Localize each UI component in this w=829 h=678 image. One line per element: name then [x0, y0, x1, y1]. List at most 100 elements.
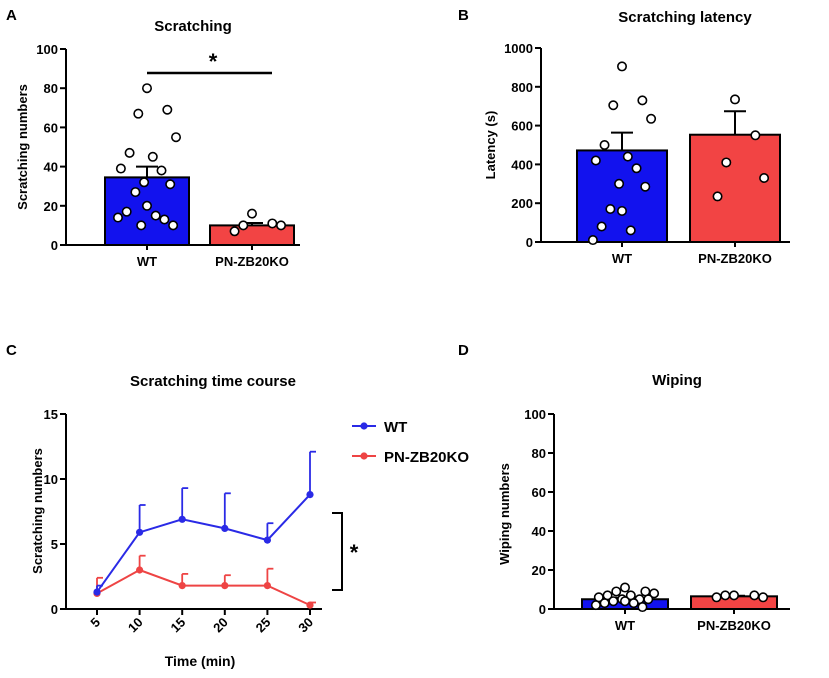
data-point [124, 147, 135, 158]
y-tick-label: 800 [511, 80, 533, 95]
data-point [221, 582, 229, 590]
legend-label: PN-ZB20KO [384, 449, 469, 466]
series-line [96, 568, 311, 607]
data-point [162, 104, 173, 115]
data-point [171, 132, 182, 143]
data-point [614, 178, 625, 189]
data-point [611, 586, 622, 597]
data-point [616, 205, 627, 216]
x-tick-label: 5 [87, 615, 103, 631]
data-point [112, 212, 123, 223]
data-point [165, 179, 176, 190]
y-tick-label: 1000 [504, 41, 533, 56]
data-point [276, 220, 287, 231]
data-point [605, 204, 616, 215]
data-point [631, 163, 642, 174]
significance-marker: * [209, 49, 218, 74]
data-point [306, 601, 314, 609]
data-point [221, 524, 229, 533]
data-point [139, 177, 150, 188]
data-point [599, 140, 610, 151]
significance-bracket [332, 512, 343, 591]
x-tick-label: 20 [210, 615, 231, 636]
y-tick-label: 0 [526, 235, 533, 250]
data-point [720, 590, 731, 601]
y-tick-label: 20 [44, 199, 58, 214]
data-point [749, 590, 760, 601]
data-point [263, 582, 271, 590]
y-tick-label: 5 [51, 537, 58, 552]
y-axis-label: Latency (s) [483, 111, 498, 180]
y-tick-label: 40 [532, 524, 546, 539]
category-label: WT [612, 251, 632, 266]
bar [576, 149, 668, 244]
data-point [596, 221, 607, 232]
data-point [637, 95, 648, 106]
y-tick-label: 200 [511, 196, 533, 211]
data-point [729, 94, 740, 105]
data-point [616, 61, 627, 72]
data-point [168, 220, 179, 231]
data-point [608, 100, 619, 111]
y-tick-label: 100 [36, 42, 58, 57]
data-point [619, 596, 630, 607]
x-axis-label: Time (min) [165, 653, 236, 669]
data-point [121, 206, 132, 217]
y-tick-label: 100 [524, 407, 546, 422]
panel-label: C [6, 342, 17, 359]
data-point [142, 200, 153, 211]
bar [689, 133, 781, 243]
data-point [637, 602, 648, 613]
data-point [93, 588, 101, 596]
data-point [721, 157, 732, 168]
data-point [133, 108, 144, 119]
y-tick-label: 400 [511, 157, 533, 172]
category-label: WT [615, 618, 635, 633]
data-point [247, 208, 258, 219]
x-tick-label: 15 [167, 615, 188, 636]
data-point [640, 181, 651, 192]
data-point [646, 113, 657, 124]
x-tick-label: 30 [295, 615, 316, 636]
data-point [759, 172, 770, 183]
data-point [628, 598, 639, 609]
panel-label: A [6, 7, 17, 24]
data-point [229, 226, 240, 237]
y-tick-label: 80 [44, 81, 58, 96]
data-point [115, 163, 126, 174]
data-point [130, 187, 141, 198]
y-tick-label: 80 [532, 446, 546, 461]
data-point [712, 191, 723, 202]
panel-a: A Scratching Scratching numbers * 0 20 40 6… [6, 7, 300, 269]
category-label: PN-ZB20KO [697, 618, 771, 633]
panel-label: B [458, 7, 469, 24]
chart-title: Scratching time course [130, 373, 296, 390]
chart-title: Scratching [154, 18, 232, 35]
data-point [608, 596, 619, 607]
y-axis-label: Scratching numbers [15, 84, 30, 210]
data-point [599, 598, 610, 609]
data-point [590, 155, 601, 166]
chart-title: Wiping [652, 372, 702, 389]
category-label: PN-ZB20KO [698, 251, 772, 266]
data-point [728, 590, 739, 601]
y-tick-label: 0 [51, 238, 58, 253]
data-point [263, 536, 271, 544]
legend-marker [360, 422, 368, 430]
data-point [711, 592, 722, 603]
data-point [178, 582, 186, 590]
panel-d: D Wiping Wiping numbers 0 20 40 60 80 100 WT PN… [458, 342, 790, 633]
data-point [136, 566, 144, 574]
series-line [96, 493, 311, 593]
y-tick-label: 60 [44, 120, 58, 135]
data-point [142, 83, 153, 94]
data-point [619, 582, 630, 593]
y-tick-label: 40 [44, 160, 58, 175]
x-tick-label: 25 [253, 615, 274, 636]
data-point [590, 600, 601, 611]
category-label: WT [137, 254, 157, 269]
category-label: PN-ZB20KO [215, 254, 289, 269]
data-point [238, 220, 249, 231]
data-point [178, 515, 186, 523]
data-point [643, 594, 654, 605]
